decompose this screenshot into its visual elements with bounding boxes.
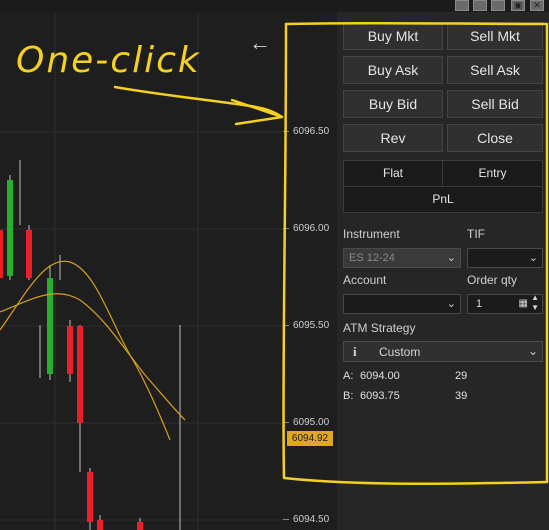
ask-size: 29 (455, 370, 468, 382)
arrow-left-icon[interactable]: ← (249, 30, 271, 55)
buy-mkt-button[interactable]: Buy Mkt (343, 22, 443, 50)
tick-mark (283, 228, 289, 229)
settings-icon[interactable] (491, 0, 505, 11)
candle-body-down (26, 230, 32, 278)
info-icon[interactable]: i (353, 344, 357, 359)
account-select[interactable]: ⌄ (343, 294, 461, 314)
bid-price: 6093.75 (360, 390, 400, 402)
price-tick: 6096.00 (293, 223, 330, 234)
price-axis: 6096.50 6096.00 6095.50 6095.00 6094.50 (283, 12, 337, 530)
tick-mark (283, 131, 289, 132)
chevron-down-icon: ⌄ (446, 298, 456, 310)
candle-body-down (0, 230, 3, 278)
sell-mkt-button[interactable]: Sell Mkt (447, 22, 543, 50)
sell-bid-button[interactable]: Sell Bid (447, 90, 543, 118)
chevron-down-icon: ⌄ (528, 252, 538, 264)
atm-strategy-value: Custom (379, 345, 421, 359)
buy-bid-button[interactable]: Buy Bid (343, 90, 443, 118)
ask-price: 6094.00 (360, 370, 400, 382)
candle-body-down (137, 522, 143, 530)
chart-trader-panel: Buy Mkt Sell Mkt Buy Ask Sell Ask Buy Bi… (337, 12, 549, 530)
candle-body-up (47, 278, 53, 374)
instrument-label: Instrument (343, 227, 400, 241)
flat-button[interactable]: Flat (343, 160, 443, 187)
instrument-value: ES 12-24 (349, 252, 395, 264)
moving-average-line (0, 293, 186, 421)
order-qty-input[interactable]: 1 ▦ ▲ ▼ (467, 293, 543, 314)
price-tick: 6095.50 (293, 320, 330, 331)
order-qty-value: 1 (476, 298, 483, 310)
quantity-stepper[interactable]: ▲ ▼ (531, 293, 539, 312)
candle-body-down (77, 326, 83, 423)
price-chart[interactable] (0, 12, 283, 530)
close-button[interactable]: Close (447, 124, 543, 152)
price-tick: 6095.00 (293, 417, 330, 428)
moving-average-line (0, 260, 171, 441)
tick-mark (283, 422, 289, 423)
tick-mark (283, 519, 289, 520)
chevron-down-icon: ⌄ (446, 252, 456, 264)
bid-size: 39 (455, 390, 468, 402)
ask-label: A: (343, 370, 354, 382)
tif-select[interactable]: ⌄ (467, 248, 543, 268)
candle-body-down (87, 472, 93, 522)
last-price-marker: 6094.92 (287, 431, 333, 446)
candle-body-up (7, 180, 13, 276)
maximize-icon[interactable]: ▣ (511, 0, 525, 11)
pnl-button[interactable]: PnL (343, 186, 543, 213)
restore-icon[interactable] (473, 0, 487, 11)
rev-button[interactable]: Rev (343, 124, 443, 152)
entry-button[interactable]: Entry (442, 160, 543, 187)
title-bar: ▣ ✕ (0, 0, 549, 12)
sell-ask-button[interactable]: Sell Ask (447, 56, 543, 84)
order-qty-label: Order qty (467, 273, 518, 287)
close-icon[interactable]: ✕ (530, 0, 544, 11)
bid-label: B: (343, 390, 354, 402)
candle-body-down (67, 326, 73, 374)
price-tick: 6096.50 (293, 126, 330, 137)
price-tick: 6094.50 (293, 514, 330, 525)
tif-label: TIF (467, 227, 485, 241)
chevron-down-icon: ⌄ (527, 344, 538, 358)
instrument-select[interactable]: ES 12-24 ⌄ (343, 248, 461, 268)
buy-ask-button[interactable]: Buy Ask (343, 56, 443, 84)
calculator-icon[interactable]: ▦ (518, 298, 528, 309)
atm-strategy-select[interactable]: i Custom ⌄ (343, 341, 543, 362)
minimize-icon[interactable] (455, 0, 469, 11)
candle-body-down (97, 520, 103, 530)
tick-mark (283, 325, 289, 326)
account-label: Account (343, 273, 387, 287)
atm-strategy-label: ATM Strategy (343, 321, 416, 335)
